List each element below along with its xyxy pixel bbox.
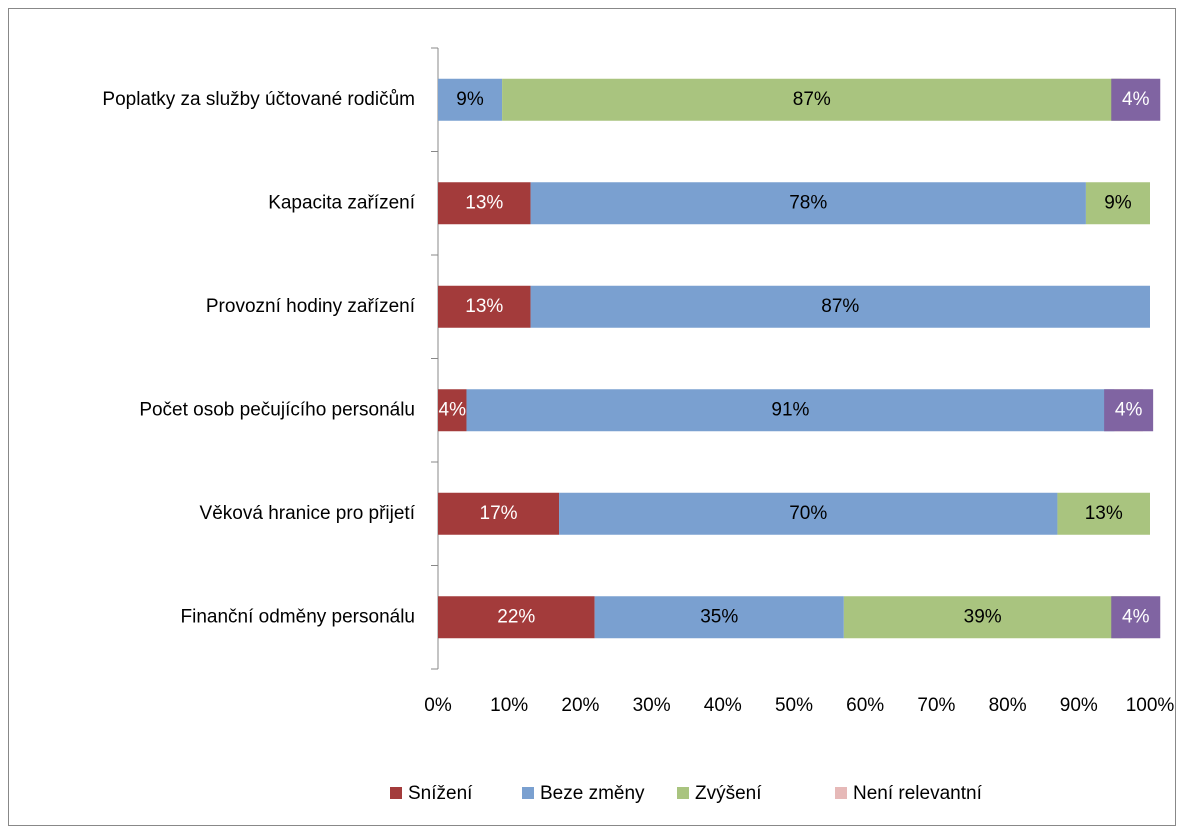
data-label: 70% <box>789 503 827 524</box>
bar-segment <box>530 285 1150 328</box>
y-tick-label: Provozní hodiny zařízení <box>206 296 416 317</box>
bar-segment <box>438 182 531 225</box>
x-tick-label: 30% <box>633 695 671 716</box>
x-tick-label: 40% <box>704 695 742 716</box>
bar-segment <box>559 492 1058 535</box>
x-tick-label: 70% <box>917 695 955 716</box>
data-label: 4% <box>1122 606 1150 627</box>
y-tick-label: Finanční odměny personálu <box>181 606 415 627</box>
data-label: 13% <box>1085 503 1123 524</box>
y-tick-label: Věková hranice pro přijetí <box>200 503 416 524</box>
bar-segment <box>438 492 560 535</box>
x-tick-label: 60% <box>846 695 884 716</box>
data-label: 35% <box>700 606 738 627</box>
data-label: 13% <box>465 296 503 317</box>
data-label: 22% <box>497 606 535 627</box>
bar-segment <box>438 78 503 121</box>
x-tick-label: 100% <box>1126 695 1175 716</box>
data-label: 78% <box>789 192 827 213</box>
data-label: 17% <box>480 503 518 524</box>
data-label: 4% <box>1122 89 1150 110</box>
x-tick-label: 50% <box>775 695 813 716</box>
bar-segment <box>438 596 595 639</box>
y-tick-label: Počet osob pečujícího personálu <box>139 399 415 420</box>
bar-segment <box>843 596 1122 639</box>
y-tick-label: Kapacita zařízení <box>268 192 416 213</box>
x-tick-label: 0% <box>424 695 452 716</box>
legend-swatch <box>390 787 402 799</box>
legend-label: Beze změny <box>540 783 645 804</box>
data-label: 4% <box>439 399 467 420</box>
data-label: 9% <box>456 89 484 110</box>
legend-label: Zvýšení <box>695 783 762 804</box>
x-tick-label: 90% <box>1060 695 1098 716</box>
bar-segment <box>502 78 1122 121</box>
data-label: 87% <box>793 89 831 110</box>
data-label: 91% <box>771 399 809 420</box>
bar-segment <box>438 285 531 328</box>
data-label-box <box>1111 596 1161 639</box>
x-tick-label: 10% <box>490 695 528 716</box>
data-label-box <box>1104 389 1154 432</box>
legend-label: Není relevantní <box>853 783 983 804</box>
x-tick-label: 80% <box>989 695 1027 716</box>
legend-swatch <box>835 787 847 799</box>
data-label: 9% <box>1104 192 1132 213</box>
legend-swatch <box>677 787 689 799</box>
y-tick-label: Poplatky za služby účtované rodičům <box>102 89 415 110</box>
data-label: 4% <box>1115 399 1143 420</box>
data-label: 87% <box>821 296 859 317</box>
data-label: 39% <box>964 606 1002 627</box>
data-label-box <box>1111 78 1161 121</box>
data-label: 13% <box>465 192 503 213</box>
bar-segment <box>1057 492 1150 535</box>
bar-segment <box>438 389 467 432</box>
bar-segment <box>1085 182 1150 225</box>
x-tick-label: 20% <box>561 695 599 716</box>
legend-label: Snížení <box>408 783 473 804</box>
legend-swatch <box>522 787 534 799</box>
bar-segment <box>530 182 1086 225</box>
bar-segment <box>594 596 844 639</box>
bar-segment <box>466 389 1115 432</box>
